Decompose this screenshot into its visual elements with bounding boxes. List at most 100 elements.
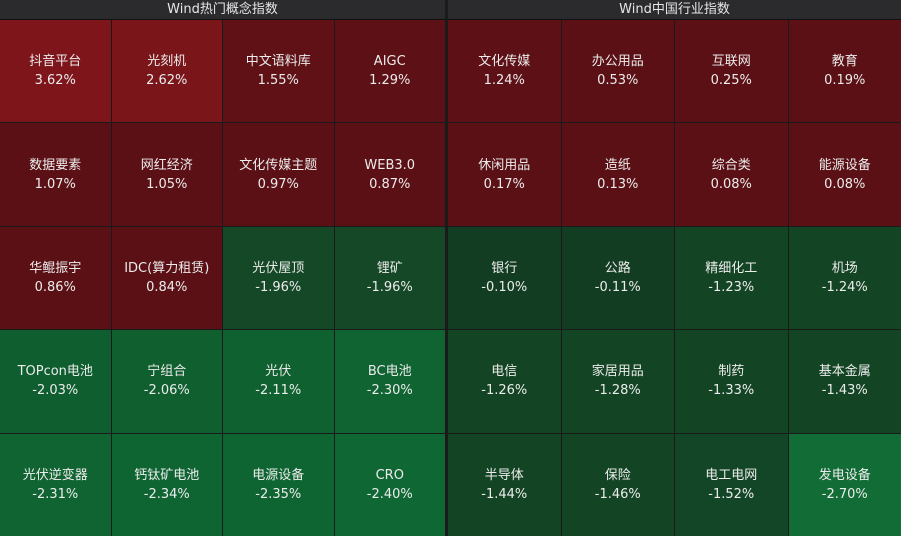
cell-label: 宁组合 [147,364,187,380]
cell-label: 家居用品 [591,364,644,380]
cell-label: 半导体 [484,467,524,483]
heatmap-cell[interactable]: 光伏 -2.11% [223,330,334,433]
cell-label: 公路 [604,260,631,276]
cell-label: 数据要素 [29,157,82,173]
cell-label: BC电池 [367,364,412,380]
cell-label: AIGC [373,54,406,70]
cell-value: -1.52% [708,486,755,502]
heatmap-cell[interactable]: 文化传媒 1.24% [448,20,561,123]
cell-label: 锂矿 [376,260,403,276]
heatmap-cell[interactable]: 钙钛矿电池 -2.34% [111,433,222,536]
heatmap-cell[interactable]: 机场 -1.24% [788,226,901,330]
heatmap-cell[interactable]: 互联网 0.25% [675,20,788,123]
cell-value: -0.10% [481,279,528,295]
heatmap-cell[interactable]: 中文语料库 1.55% [223,20,334,123]
heatmap-cell[interactable]: 银行 -0.10% [448,226,561,330]
cell-value: -2.70% [821,486,868,502]
cell-value: 1.55% [257,73,299,89]
cell-value: -2.11% [255,383,302,399]
heatmap-cell[interactable]: 发电设备 -2.70% [788,433,901,536]
heatmap-cell[interactable]: AIGC 1.29% [334,20,445,123]
heatmap-cell[interactable]: 家居用品 -1.28% [561,330,674,433]
cell-label: 保险 [604,467,631,483]
cell-value: -1.46% [594,486,641,502]
cell-label: 华鲲振宇 [29,260,82,276]
panel: Wind中国行业指数文化传媒 1.24% 办公用品 0.53% 互联网 0.25% 教育 0.… [448,0,901,536]
heatmap-cell[interactable]: 保险 -1.46% [561,433,674,536]
heatmap-cell[interactable]: 基本金属 -1.43% [788,330,901,433]
heatmap-cell[interactable]: 精细化工 -1.23% [675,226,788,330]
cell-value: 1.05% [146,176,188,192]
heatmap-cell[interactable]: 锂矿 -1.96% [334,226,445,330]
heatmap-cell[interactable]: 光刻机 2.62% [111,20,222,123]
heatmap-cell[interactable]: 造纸 0.13% [561,123,674,226]
cell-label: 电信 [491,364,518,380]
heatmap-cell[interactable]: 华鲲振宇 0.86% [0,226,111,330]
cell-value: -2.40% [366,486,413,502]
cell-label: 光刻机 [147,54,187,70]
heatmap-cell[interactable]: 电信 -1.26% [448,330,561,433]
cell-value: 1.07% [34,176,76,192]
cell-label: 光伏逆变器 [22,467,88,483]
cell-value: -2.34% [143,486,190,502]
heatmap-cell[interactable]: WEB3.0 0.87% [334,123,445,226]
cell-value: -1.26% [481,383,528,399]
heatmap-cell[interactable]: 抖音平台 3.62% [0,20,111,123]
cell-label: 网红经济 [140,157,193,173]
cell-label: 银行 [491,260,518,276]
cell-value: -1.28% [594,383,641,399]
cell-value: -0.11% [594,279,641,295]
heatmap-cell[interactable]: BC电池 -2.30% [334,330,445,433]
cell-label: 文化传媒 [478,54,531,70]
cell-value: -1.43% [821,383,868,399]
cell-value: 0.87% [369,176,411,192]
cell-value: 3.62% [34,73,76,89]
heatmap-cell[interactable]: 能源设备 0.08% [788,123,901,226]
heatmap-cell[interactable]: 电源设备 -2.35% [223,433,334,536]
heatmap-cell[interactable]: 电工电网 -1.52% [675,433,788,536]
heatmap-cell[interactable]: 半导体 -1.44% [448,433,561,536]
heatmap-cell[interactable]: 制药 -1.33% [675,330,788,433]
cell-label: 光伏屋顶 [252,260,305,276]
cell-value: -2.06% [143,383,190,399]
cell-value: -2.35% [255,486,302,502]
cell-label: 基本金属 [818,364,871,380]
heatmap-cell[interactable]: 文化传媒主题 0.97% [223,123,334,226]
cell-label: 办公用品 [591,54,644,70]
panel-title: Wind中国行业指数 [448,0,901,20]
cell-label: 光伏 [265,364,292,380]
cell-value: 0.19% [824,73,866,89]
cell-label: 电工电网 [705,467,758,483]
cell-value: 0.08% [710,176,752,192]
heatmap-cell[interactable]: 数据要素 1.07% [0,123,111,226]
cell-label: 精细化工 [705,260,758,276]
heatmap-cell[interactable]: 休闲用品 0.17% [448,123,561,226]
heatmap-cell[interactable]: 综合类 0.08% [675,123,788,226]
heatmap-cell[interactable]: 网红经济 1.05% [111,123,222,226]
cell-label: 机场 [831,260,858,276]
heatmap-cell[interactable]: 教育 0.19% [788,20,901,123]
cell-value: -1.96% [366,279,413,295]
heatmap-grid: 文化传媒 1.24% 办公用品 0.53% 互联网 0.25% 教育 0.19% 休闲用品 0.1… [448,20,901,536]
heatmap-cell[interactable]: 光伏逆变器 -2.31% [0,433,111,536]
cell-label: 抖音平台 [29,54,82,70]
cell-label: 文化传媒主题 [239,157,318,173]
cell-value: -1.44% [481,486,528,502]
heatmap-cell[interactable]: 宁组合 -2.06% [111,330,222,433]
cell-label: 综合类 [711,157,751,173]
heatmap-cell[interactable]: IDC(算力租赁) 0.84% [111,226,222,330]
panel-title: Wind热门概念指数 [0,0,445,20]
heatmap-cell[interactable]: TOPcon电池 -2.03% [0,330,111,433]
cell-value: -2.31% [32,486,79,502]
heatmap-cell[interactable]: 光伏屋顶 -1.96% [223,226,334,330]
cell-label: 电源设备 [252,467,305,483]
cell-value: 1.24% [483,73,525,89]
cell-value: 0.97% [257,176,299,192]
cell-value: 0.13% [597,176,639,192]
heatmap-cell[interactable]: CRO -2.40% [334,433,445,536]
cell-value: -1.23% [708,279,755,295]
heatmap-cell[interactable]: 公路 -0.11% [561,226,674,330]
heatmap-cell[interactable]: 办公用品 0.53% [561,20,674,123]
cell-label: 制药 [718,364,745,380]
